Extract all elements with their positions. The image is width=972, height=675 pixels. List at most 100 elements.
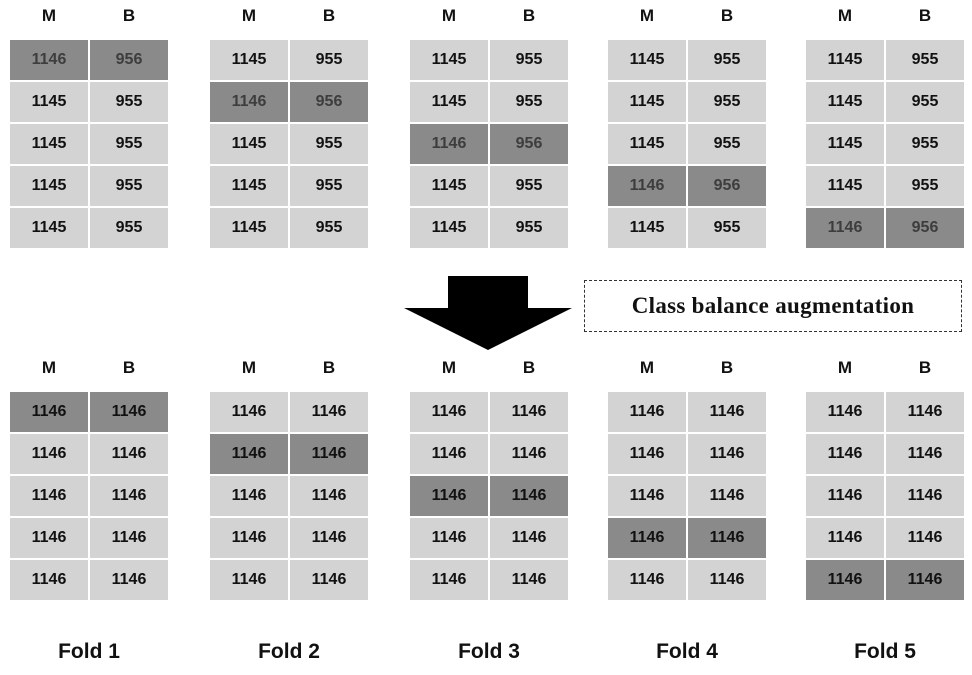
m-count-cell: 1146 [608,476,686,516]
m-count-cell: 1146 [210,476,288,516]
column-header-b: B [522,6,536,25]
b-count-cell: 955 [886,82,964,122]
b-count-cell: 1146 [290,392,368,432]
m-count-cell: 1145 [10,166,88,206]
b-count-cell: 1146 [886,476,964,516]
m-count-cell: 1145 [806,82,884,122]
m-count-cell: 1145 [210,208,288,248]
m-count-cell: 1146 [608,166,686,206]
b-count-cell: 955 [90,124,168,164]
m-count-cell: 1146 [210,518,288,558]
b-count-cell: 955 [886,124,964,164]
m-count-cell: 1145 [806,40,884,80]
m-count-cell: 1146 [10,40,88,80]
m-count-cell: 1146 [806,476,884,516]
b-count-cell: 1146 [490,392,568,432]
b-count-cell: 955 [290,166,368,206]
down-arrow-icon [404,276,572,350]
m-count-cell: 1145 [210,40,288,80]
m-count-cell: 1145 [210,166,288,206]
b-count-cell: 1146 [886,434,964,474]
m-count-cell: 1146 [410,518,488,558]
b-count-cell: 955 [688,40,766,80]
column-header-b: B [720,6,734,25]
callout-label: Class balance augmentation [631,293,915,318]
b-count-cell: 955 [490,166,568,206]
m-count-cell: 1145 [10,208,88,248]
column-header-b: B [122,358,136,377]
fold-label-3: Fold 3 [458,640,520,663]
b-count-cell: 955 [688,124,766,164]
b-count-cell: 1146 [886,392,964,432]
b-count-cell: 1146 [290,476,368,516]
m-count-cell: 1146 [210,434,288,474]
m-count-cell: 1146 [10,392,88,432]
m-count-cell: 1145 [608,40,686,80]
m-count-cell: 1145 [10,82,88,122]
m-count-cell: 1146 [410,476,488,516]
m-count-cell: 1146 [410,392,488,432]
b-count-cell: 955 [290,208,368,248]
m-count-cell: 1145 [608,124,686,164]
column-header-m: M [639,6,655,25]
m-count-cell: 1145 [806,166,884,206]
b-count-cell: 956 [490,124,568,164]
m-count-cell: 1146 [210,82,288,122]
fold-4-table: M B 1146 1146 1146 1146 1146 1146 1146 1146 1146 11… [608,358,766,602]
class-balance-augmentation-callout: Class balance augmentation [584,280,962,332]
column-header-b: B [918,358,932,377]
column-header-m: M [837,358,853,377]
fold-4-table: M B 1145 955 1145 955 1145 955 1146 956 1145 955 [608,6,766,250]
m-count-cell: 1146 [10,560,88,600]
fold-1-table: M B 1146 1146 1146 1146 1146 1146 1146 1146 1146 11… [10,358,168,602]
m-count-cell: 1145 [410,82,488,122]
b-count-cell: 1146 [90,392,168,432]
column-header-m: M [41,6,57,25]
b-count-cell: 1146 [688,476,766,516]
m-count-cell: 1146 [10,476,88,516]
b-count-cell: 956 [886,208,964,248]
b-count-cell: 955 [688,208,766,248]
m-count-cell: 1146 [410,124,488,164]
b-count-cell: 956 [688,166,766,206]
fold-2-table: M B 1146 1146 1146 1146 1146 1146 1146 1146 1146 11… [210,358,368,602]
b-count-cell: 1146 [490,518,568,558]
column-header-m: M [837,6,853,25]
b-count-cell: 1146 [688,392,766,432]
m-count-cell: 1146 [806,434,884,474]
b-count-cell: 1146 [490,560,568,600]
column-header-m: M [241,6,257,25]
b-count-cell: 956 [90,40,168,80]
b-count-cell: 1146 [290,434,368,474]
m-count-cell: 1145 [608,82,686,122]
fold-5-table: M B 1145 955 1145 955 1145 955 1145 955 1146 956 [806,6,964,250]
b-count-cell: 955 [688,82,766,122]
m-count-cell: 1145 [806,124,884,164]
m-count-cell: 1146 [10,518,88,558]
m-count-cell: 1146 [210,392,288,432]
b-count-cell: 1146 [290,518,368,558]
b-count-cell: 1146 [490,434,568,474]
column-header-b: B [322,358,336,377]
b-count-cell: 1146 [90,560,168,600]
m-count-cell: 1146 [806,518,884,558]
b-count-cell: 955 [886,166,964,206]
fold-3-table: M B 1145 955 1145 955 1146 956 1145 955 1145 955 [410,6,568,250]
m-count-cell: 1146 [410,560,488,600]
b-count-cell: 955 [290,124,368,164]
fold-label-5: Fold 5 [854,640,916,663]
column-header-m: M [639,358,655,377]
m-count-cell: 1145 [210,124,288,164]
b-count-cell: 1146 [886,560,964,600]
b-count-cell: 1146 [490,476,568,516]
b-count-cell: 956 [290,82,368,122]
m-count-cell: 1146 [608,434,686,474]
column-header-b: B [122,6,136,25]
fold-5-table: M B 1146 1146 1146 1146 1146 1146 1146 1146 1146 11… [806,358,964,602]
b-count-cell: 1146 [688,518,766,558]
column-header-b: B [322,6,336,25]
fold-1-table: M B 1146 956 1145 955 1145 955 1145 955 1145 955 [10,6,168,250]
fold-label-2: Fold 2 [258,640,320,663]
b-count-cell: 1146 [688,560,766,600]
m-count-cell: 1146 [608,392,686,432]
